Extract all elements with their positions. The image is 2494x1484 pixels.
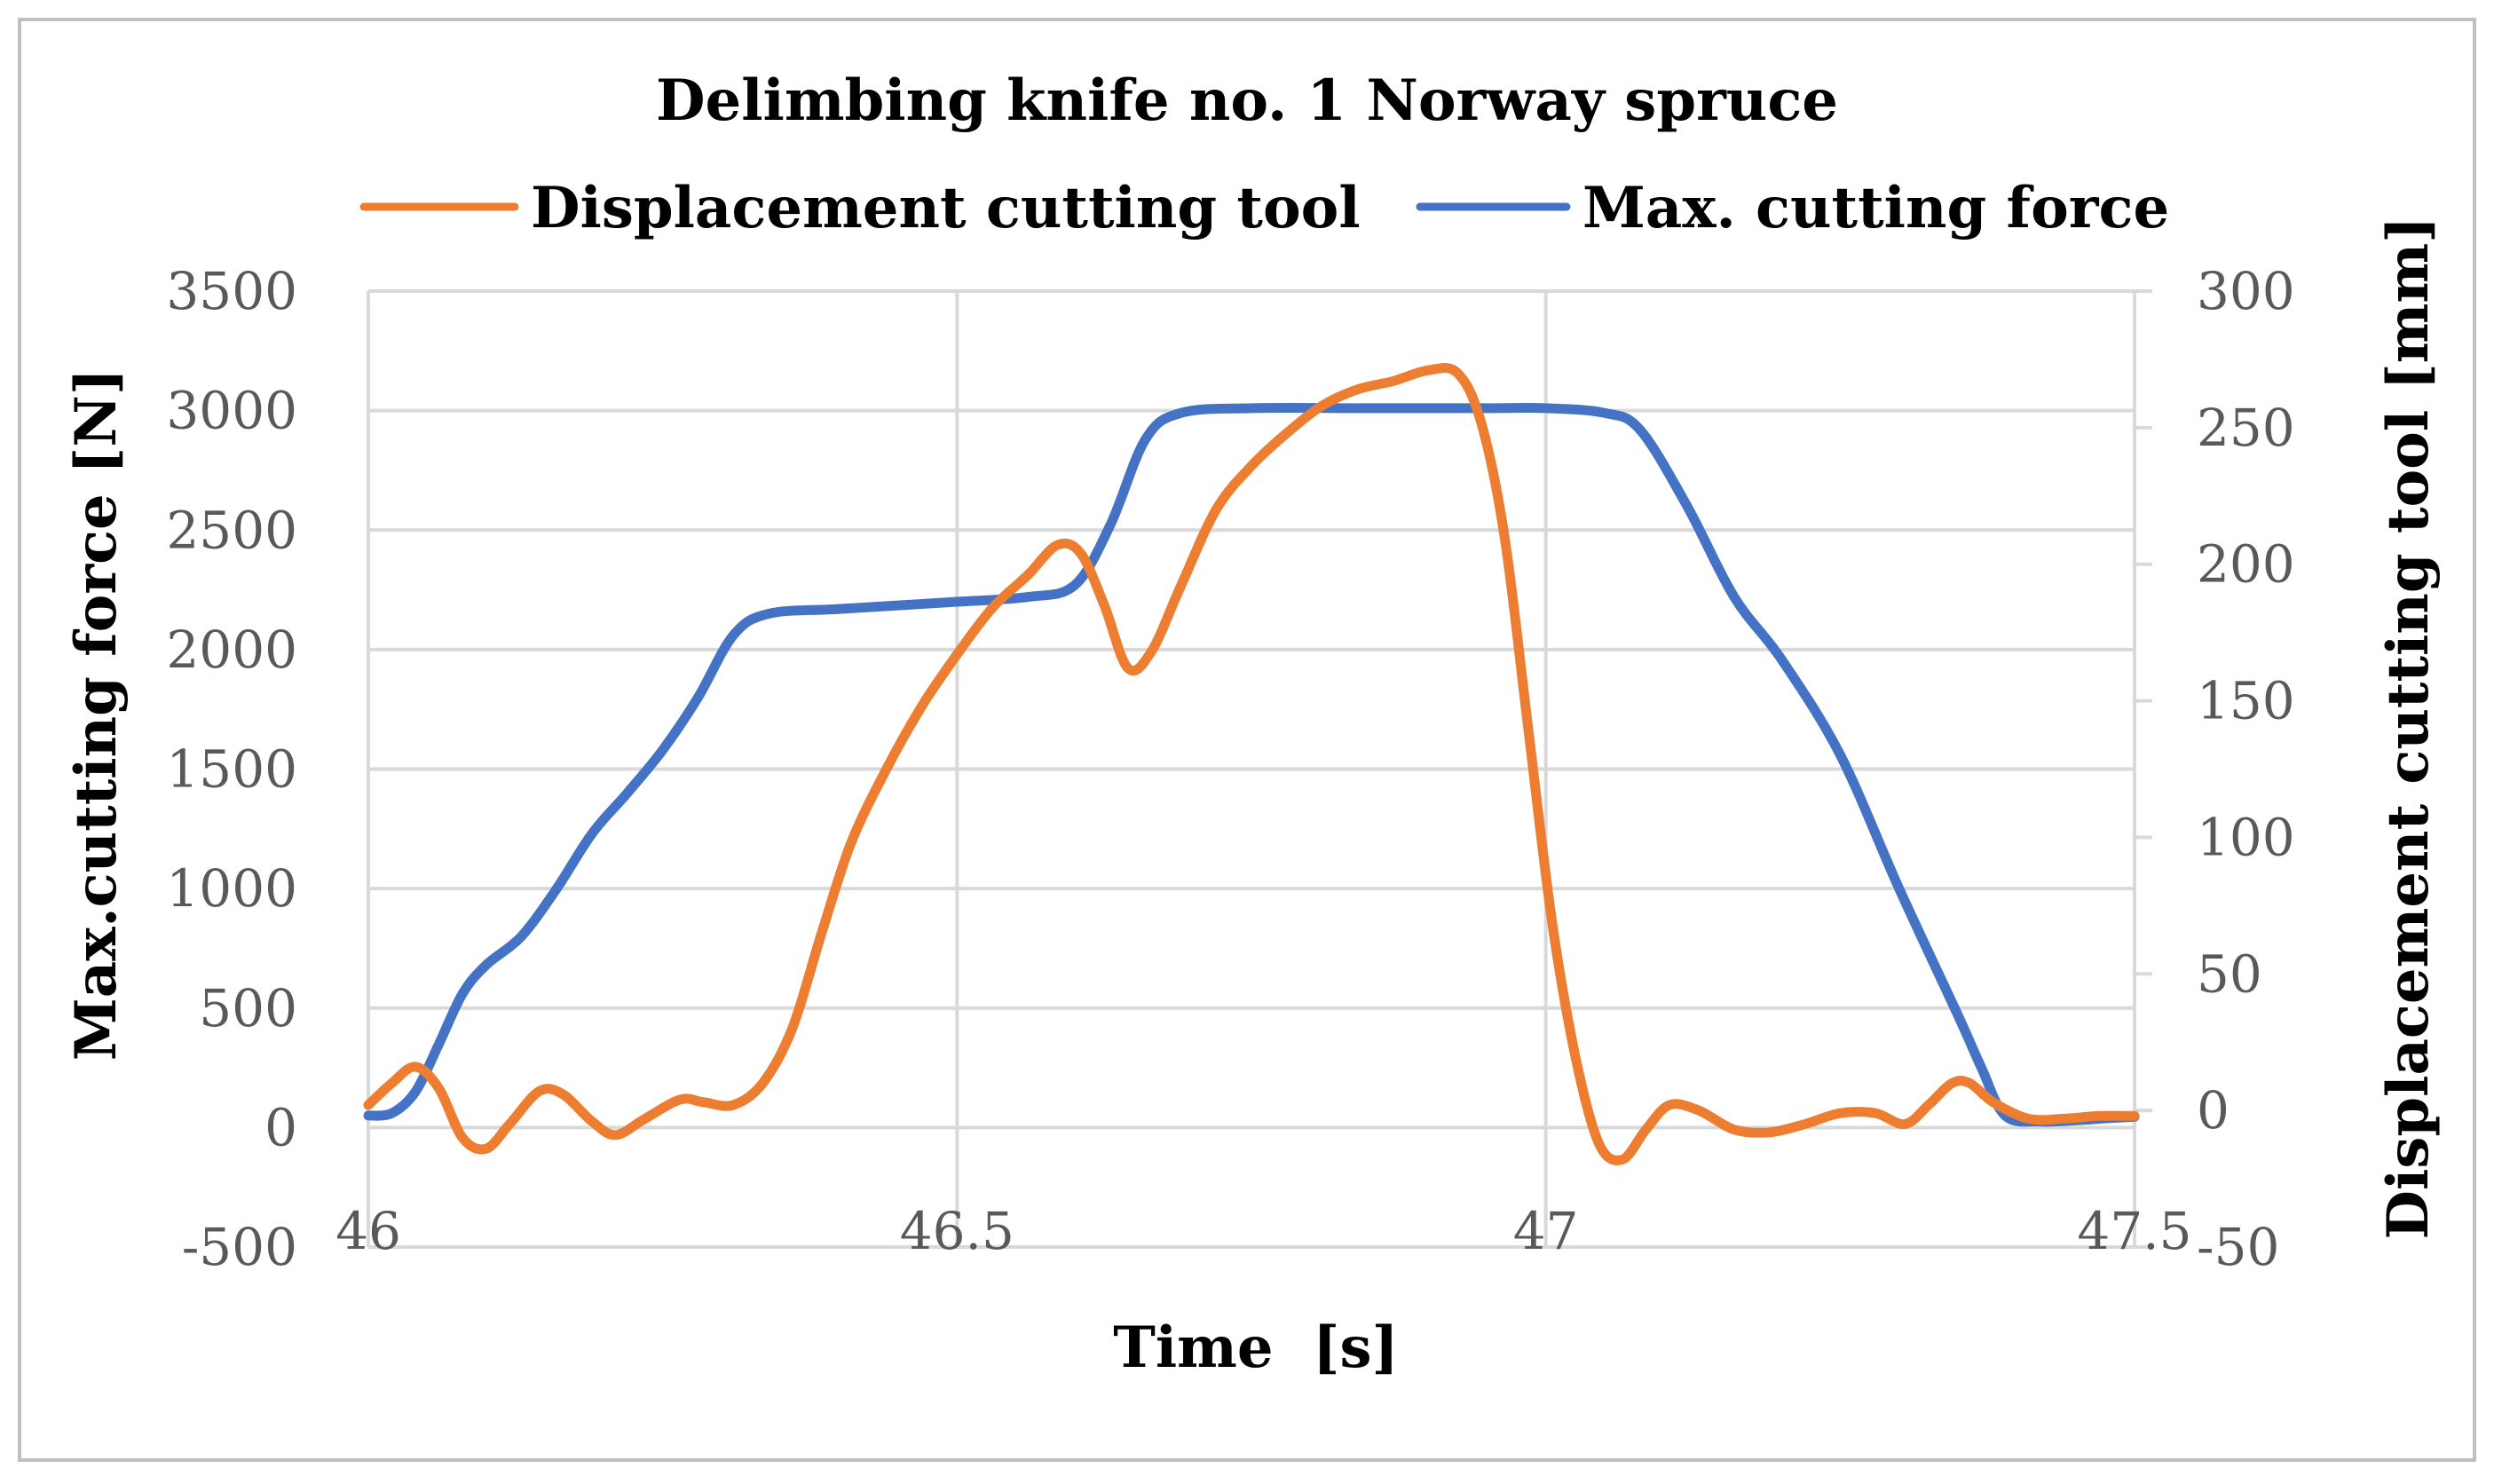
x-tick-label: 46.5	[900, 1201, 1014, 1261]
y-right-tick-label: 150	[2197, 671, 2295, 731]
y-left-tick-labels: 3500 3000 2500 2000 1500 1000 500 0 -500	[166, 261, 297, 1277]
y-right-tick-label: -50	[2197, 1217, 2279, 1277]
y-left-tick-label: 1000	[166, 858, 297, 919]
y-left-tick-label: 2500	[166, 500, 297, 560]
y-left-tick-label: 2000	[166, 620, 297, 680]
axes	[2133, 289, 2152, 1249]
y-left-tick-label: 3500	[166, 261, 297, 321]
legend-label-displacement: Displacement cutting tool	[531, 175, 1361, 241]
y-left-tick-label: 0	[264, 1097, 297, 1157]
x-tick-labels: 46 46.5 47 47.5	[335, 1201, 2191, 1261]
series-lines	[363, 363, 2140, 1165]
y-right-tick-label: 250	[2197, 398, 2295, 458]
y-right-tick-label: 300	[2197, 261, 2295, 321]
y-left-tick-label: 3000	[166, 381, 297, 441]
displacement-series-line	[363, 363, 2140, 1165]
y-left-tick-label: -500	[182, 1217, 297, 1277]
y-right-tick-labels: 300 250 200 150 100 50 0 -50	[2197, 261, 2295, 1277]
y-left-axis-title: Max.cutting force [N]	[63, 368, 130, 1061]
legend-label-force: Max. cutting force	[1582, 175, 2169, 241]
x-axis-title: Time [s]	[1113, 1314, 1399, 1381]
y-right-tick-label: 200	[2197, 534, 2295, 595]
x-tick-label: 46	[335, 1201, 401, 1261]
x-tick-label: 47.5	[2077, 1201, 2191, 1261]
y-right-tick-label: 100	[2197, 807, 2295, 867]
chart-title: Delimbing knife no. 1 Norway spruce	[656, 67, 1838, 134]
gridlines	[367, 289, 2136, 1249]
chart-frame	[18, 18, 2476, 1462]
x-tick-label: 47	[1513, 1201, 1579, 1261]
y-left-tick-label: 500	[199, 978, 297, 1038]
y-right-axis-title: Displacement cutting tool [mm]	[2375, 217, 2442, 1240]
y-left-tick-label: 1500	[166, 739, 297, 800]
legend: Displacement cutting tool Max. cutting f…	[359, 175, 2169, 241]
y-right-tick-label: 50	[2197, 943, 2262, 1004]
y-right-tick-label: 0	[2197, 1080, 2230, 1141]
force-series-line	[363, 403, 2140, 1127]
